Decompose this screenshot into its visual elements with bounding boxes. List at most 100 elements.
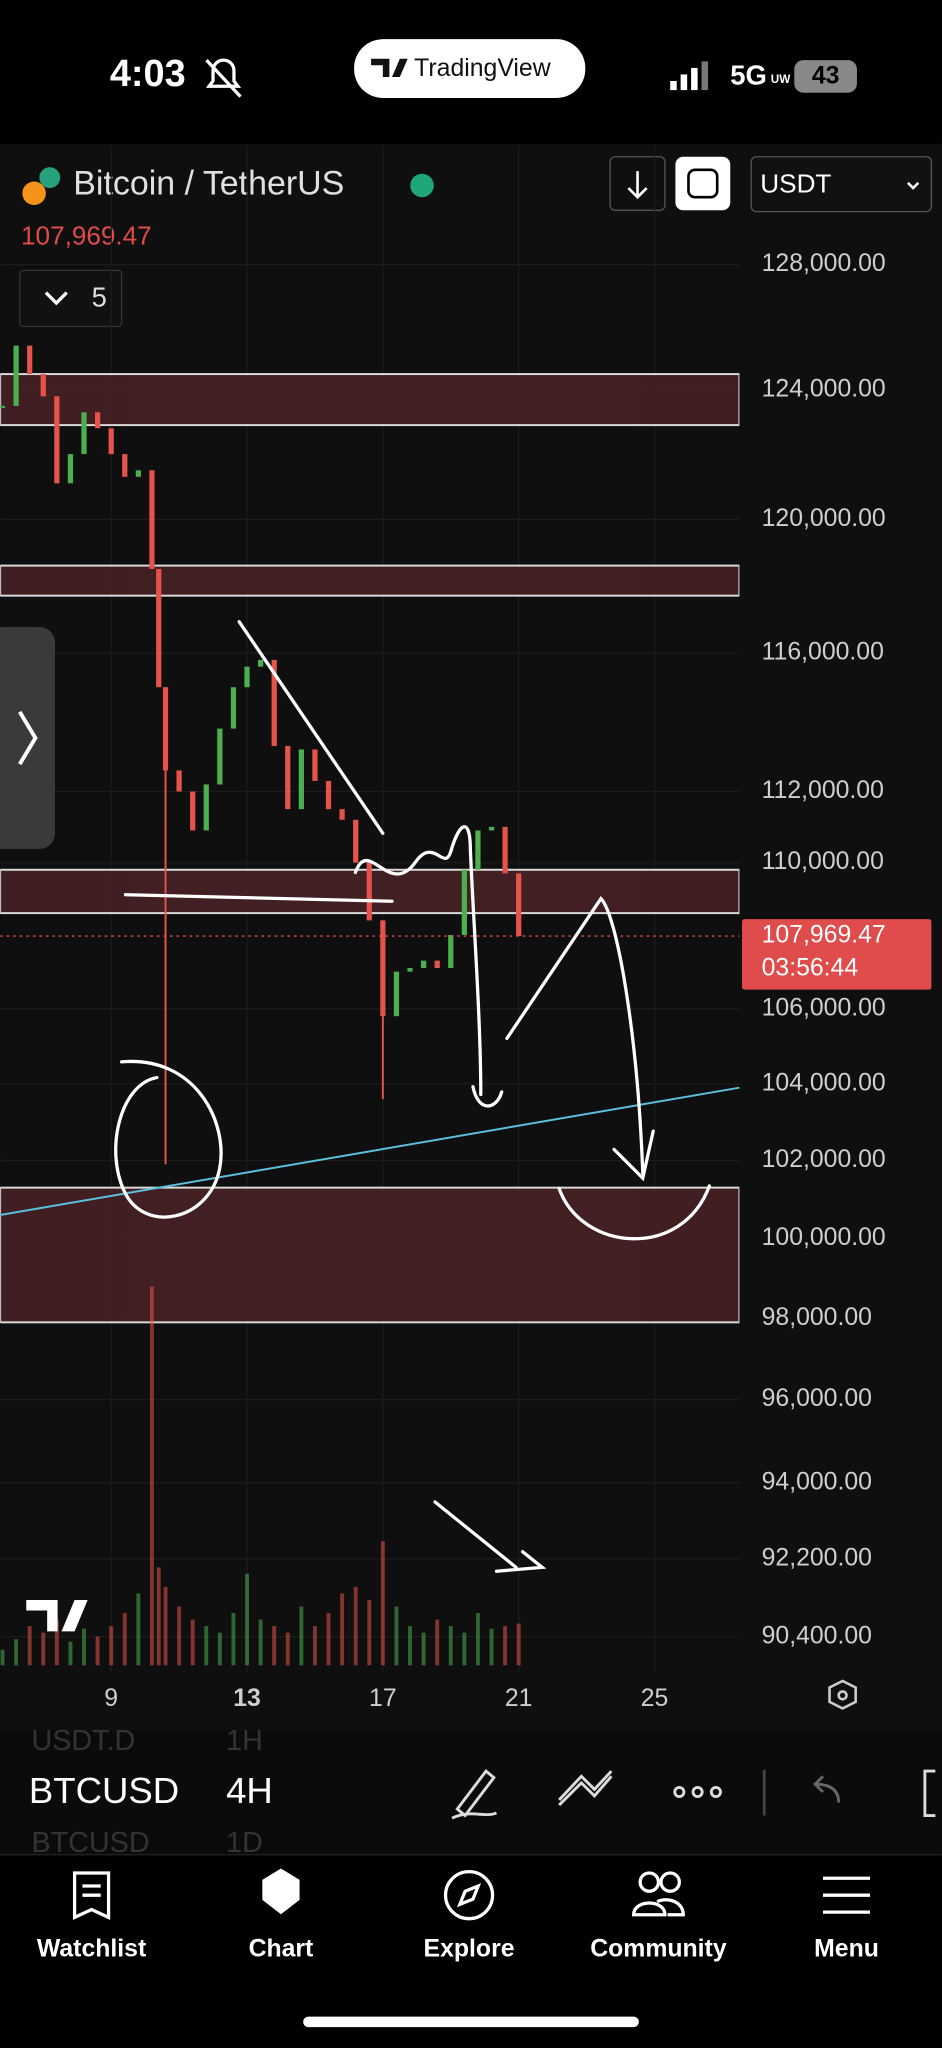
candle-body — [122, 454, 128, 477]
candle-body — [420, 960, 427, 968]
trend-icon[interactable] — [558, 1770, 613, 1807]
app-pill[interactable] — [354, 39, 586, 98]
candle-body — [135, 470, 141, 477]
y-tick-label: 104,000.00 — [762, 1069, 886, 1096]
y-tick-label: 110,000.00 — [762, 848, 884, 875]
volume-bar — [109, 1626, 114, 1666]
mute-icon — [205, 58, 242, 98]
y-tick-label: 98,000.00 — [762, 1304, 872, 1331]
volume-bar — [394, 1606, 399, 1666]
nav-menu[interactable]: Menu — [814, 1936, 879, 1963]
candle-body — [339, 809, 345, 820]
candle-body — [13, 345, 19, 406]
zone — [0, 564, 740, 597]
volume-bar — [190, 1619, 195, 1666]
nav-icons — [72, 1868, 871, 1921]
y-tick-label: 92,200.00 — [762, 1545, 872, 1572]
volume-bar — [27, 1626, 32, 1666]
candle-body — [230, 687, 237, 729]
signal-icon — [670, 61, 709, 91]
volume-bar — [367, 1600, 372, 1666]
y-tick-label: 120,000.00 — [762, 505, 886, 532]
symbol[interactable]: Bitcoin / TetherUS — [73, 164, 344, 202]
candle-body — [475, 830, 481, 870]
settings-icon[interactable] — [828, 1679, 857, 1710]
candle-body — [0, 405, 6, 408]
volume-bar — [421, 1632, 426, 1666]
volume-bar — [340, 1593, 345, 1666]
market-status — [410, 173, 434, 198]
candle-body — [353, 819, 359, 863]
toolbar-symbol[interactable]: BTCUSD — [29, 1770, 179, 1811]
side-handle[interactable] — [0, 626, 55, 849]
candle-body — [298, 749, 304, 810]
toolbar-interval[interactable]: 4H — [226, 1770, 273, 1811]
candle-body — [366, 862, 372, 921]
volume-bar — [380, 1541, 385, 1666]
y-tick-label: 112,000.00 — [762, 777, 884, 804]
volume-bar — [95, 1636, 100, 1666]
nav-community[interactable]: Community — [590, 1936, 727, 1963]
drawings — [114, 620, 711, 1573]
candle-body — [190, 791, 196, 831]
volume-bar — [448, 1626, 453, 1666]
battery — [794, 60, 857, 93]
x-tick-label: 25 — [641, 1685, 669, 1712]
tv-watermark — [26, 1600, 88, 1632]
hidden-symbol: USDT.D — [31, 1725, 135, 1757]
y-tick-label: 100,000.00 — [762, 1224, 886, 1251]
nav-chart[interactable]: Chart — [249, 1936, 314, 1963]
volume-bar — [0, 1649, 5, 1666]
candle-body — [516, 873, 522, 937]
y-tick-label: 102,000.00 — [762, 1146, 886, 1173]
candle-body — [27, 345, 33, 375]
chevron — [906, 181, 920, 190]
network: 5G — [730, 59, 767, 90]
hidden-interval: 1D — [226, 1827, 263, 1859]
volume-bar — [149, 1286, 154, 1666]
candle-body — [393, 971, 400, 1017]
candle-body — [217, 728, 223, 785]
scroll-button[interactable] — [609, 156, 666, 211]
candle-body — [502, 826, 508, 874]
hidden-interval: 1H — [226, 1725, 263, 1757]
volume-bar — [516, 1623, 521, 1666]
indicator-toggle[interactable] — [19, 269, 123, 328]
volume-bar — [68, 1641, 73, 1666]
volume-bar — [82, 1628, 86, 1666]
chevron — [44, 291, 68, 306]
currency: USDT — [760, 168, 831, 198]
x-tick-label: 17 — [369, 1685, 397, 1712]
volume-bar — [503, 1626, 508, 1666]
candle-body — [407, 967, 413, 972]
candle-body — [149, 470, 155, 569]
currency-select[interactable] — [750, 156, 933, 213]
candle-body — [54, 396, 60, 484]
candle-body — [203, 784, 209, 831]
fullscreen-icon — [687, 168, 719, 199]
draw-icon[interactable] — [451, 1769, 498, 1820]
nav-watchlist[interactable]: Watchlist — [37, 1936, 146, 1963]
volume-bar — [14, 1639, 19, 1666]
nav-explore[interactable]: Explore — [424, 1936, 515, 1963]
y-tick-label: 96,000.00 — [762, 1385, 872, 1412]
plot — [0, 146, 740, 1672]
undo-icon[interactable] — [813, 1775, 841, 1803]
down-icon — [627, 171, 648, 200]
price-tag — [742, 919, 932, 990]
y-tick-label: 90,400.00 — [762, 1622, 872, 1649]
price-tag-countdown: 03:56:44 — [762, 954, 859, 981]
volume-bar — [489, 1628, 494, 1666]
candle-body — [81, 412, 87, 455]
volume-bar — [285, 1632, 290, 1666]
volume-bar — [258, 1619, 263, 1666]
volume-bar — [54, 1619, 59, 1666]
fullscreen-button[interactable] — [675, 156, 731, 211]
battery-level: 43 — [812, 63, 840, 90]
x-tick-label: 13 — [233, 1685, 261, 1712]
candle-body — [244, 666, 250, 688]
candle-body — [67, 454, 74, 484]
